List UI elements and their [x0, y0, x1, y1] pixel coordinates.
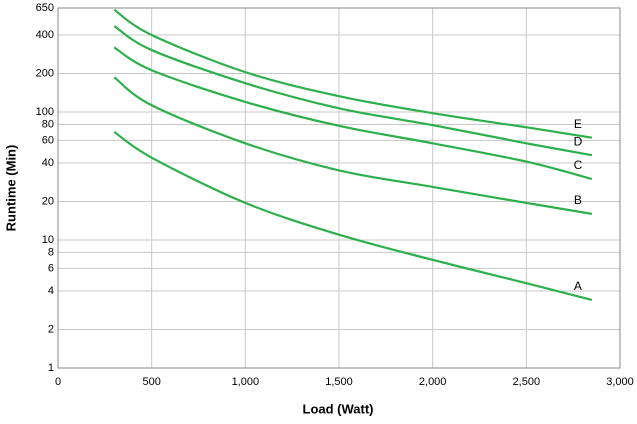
y-tick-label: 40 — [42, 157, 54, 169]
series-label: E — [574, 117, 582, 131]
series-label: A — [574, 279, 582, 293]
y-tick-label: 1 — [48, 362, 54, 374]
y-tick-label: 100 — [36, 106, 54, 118]
x-tick-label: 2,500 — [513, 376, 541, 388]
x-tick-label: 2,000 — [419, 376, 447, 388]
y-tick-label: 8 — [48, 246, 54, 258]
x-tick-label: 3,000 — [606, 376, 634, 388]
x-tick-label: 0 — [55, 376, 61, 388]
y-tick-label: 10 — [42, 234, 54, 246]
y-tick-label: 4 — [48, 285, 54, 297]
y-tick-label: 2 — [48, 323, 54, 335]
series-label: C — [574, 158, 583, 172]
x-axis-title: Load (Watt) — [303, 401, 374, 416]
x-tick-label: 1,500 — [325, 376, 353, 388]
series-line — [113, 8, 593, 139]
y-tick-label: 20 — [42, 195, 54, 207]
plot-frame — [57, 7, 621, 369]
y-tick-label: 6 — [48, 262, 54, 274]
series-line — [113, 76, 593, 215]
x-tick-label: 500 — [142, 376, 160, 388]
y-tick-label: 60 — [42, 134, 54, 146]
y-tick-label: 400 — [36, 29, 54, 41]
y-tick-label: 200 — [36, 67, 54, 79]
x-tick-label: 1,000 — [232, 376, 260, 388]
series-label: B — [574, 193, 582, 207]
series-label: D — [574, 134, 583, 148]
y-tick-label: 80 — [42, 118, 54, 130]
series-line — [113, 46, 593, 181]
y-axis-title: Runtime (Min) — [3, 145, 18, 232]
series-line — [113, 25, 593, 157]
series-line — [113, 130, 593, 302]
y-tick-label: 650 — [36, 2, 54, 14]
